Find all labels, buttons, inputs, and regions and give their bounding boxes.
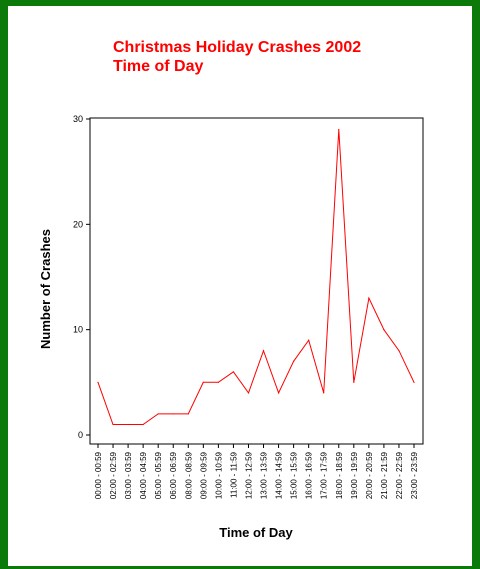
x-tick-label-3: 04:00 - 04:59 — [139, 451, 148, 499]
data-point-18 — [368, 297, 370, 299]
data-point-3 — [142, 423, 144, 426]
y-tick-label-0: 0 — [78, 430, 83, 440]
x-tick-label-19: 21:00 - 21:59 — [380, 451, 389, 499]
x-tick-label-7: 09:00 - 09:59 — [199, 451, 208, 499]
data-point-17 — [353, 381, 355, 383]
chart-title-block: Christmas Holiday Crashes 2002 Time of D… — [113, 38, 361, 76]
data-point-12 — [277, 392, 280, 394]
series-line — [97, 129, 415, 425]
data-point-20 — [398, 350, 400, 352]
x-tick-label-12: 14:00 - 14:59 — [275, 451, 284, 499]
x-tick-label-6: 08:00 - 08:59 — [184, 451, 193, 499]
y-tick-label-30: 30 — [73, 114, 83, 124]
x-tick-label-15: 17:00 - 17:59 — [320, 451, 329, 499]
series-group — [97, 128, 415, 426]
y-axis-label: Number of Crashes — [38, 229, 53, 349]
x-tick-label-18: 20:00 - 20:59 — [365, 451, 374, 499]
x-tick-label-17: 19:00 - 19:59 — [350, 451, 359, 499]
x-axis: 00:00 - 00:59 02:00 - 02:59 03:00 - 03:59 0… — [94, 444, 419, 499]
chart-title: Christmas Holiday Crashes 2002 — [113, 39, 362, 56]
x-tick-label-20: 22:00 - 22:59 — [395, 451, 404, 499]
y-axis: 0 10 20 30 — [73, 114, 90, 440]
data-point-15 — [323, 392, 325, 394]
data-point-4 — [157, 413, 159, 415]
data-point-6 — [187, 413, 189, 415]
y-tick-label-20: 20 — [73, 219, 83, 229]
data-point-7 — [202, 381, 204, 383]
data-point-2 — [127, 423, 129, 426]
x-tick-label-11: 13:00 - 13:59 — [260, 451, 269, 499]
x-tick-label-4: 05:00 - 05:59 — [154, 451, 163, 499]
data-point-19 — [383, 329, 385, 331]
x-tick-label-1: 02:00 - 02:59 — [109, 451, 118, 499]
x-tick-label-2: 03:00 - 03:59 — [124, 451, 133, 499]
data-point-8 — [217, 381, 219, 383]
x-tick-label-16: 18:00 - 18:59 — [335, 451, 344, 499]
data-point-11 — [262, 350, 265, 352]
x-tick-label-8: 10:00 - 10:59 — [214, 451, 223, 499]
plot-area — [89, 117, 424, 445]
x-tick-label-10: 12:00 - 12:59 — [244, 451, 253, 499]
x-axis-label: Time of Day — [219, 525, 293, 540]
data-point-9 — [232, 371, 235, 373]
x-tick-label-13: 15:00 - 15:59 — [290, 451, 299, 499]
y-tick-label-10: 10 — [73, 325, 83, 335]
data-point-13 — [293, 360, 295, 362]
x-tick-label-14: 16:00 - 16:59 — [305, 451, 314, 499]
x-tick-label-0: 00:00 - 00:59 — [94, 451, 103, 499]
data-point-0 — [97, 381, 99, 383]
data-point-10 — [247, 392, 250, 394]
x-tick-label-21: 23:00 - 23:59 — [410, 451, 419, 499]
data-point-21 — [413, 381, 415, 383]
x-tick-label-5: 06:00 - 06:59 — [169, 451, 178, 499]
x-tick-label-9: 11:00 - 11:59 — [229, 451, 238, 498]
data-point-16 — [338, 128, 340, 131]
chart-subtitle: Time of Day — [113, 58, 204, 75]
data-point-14 — [308, 339, 310, 341]
data-point-1 — [112, 423, 114, 426]
data-point-5 — [172, 413, 174, 415]
